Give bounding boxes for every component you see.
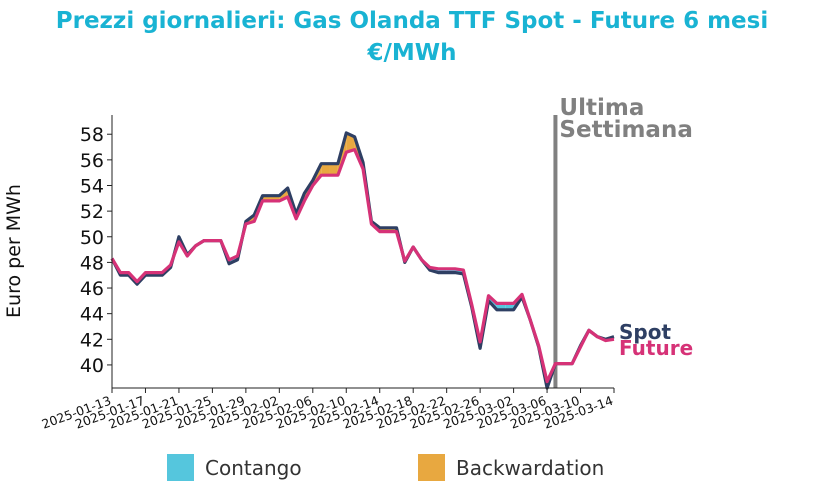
axes: 404244464850525456582025-01-132025-01-17… [40, 115, 615, 432]
y-tick-label: 56 [80, 150, 104, 172]
y-tick-label: 54 [80, 175, 104, 197]
series-lines [110, 131, 615, 390]
legend-label: Backwardation [456, 456, 604, 480]
backwardation-fill [329, 163, 338, 176]
legend-swatch [418, 454, 445, 481]
chart-title-line2: €/MWh [366, 40, 456, 66]
y-tick-label: 52 [80, 201, 104, 223]
legend-swatch [167, 454, 194, 481]
y-tick-label: 44 [80, 304, 104, 326]
chart-title: Prezzi giornalieri: Gas Olanda TTF Spot … [56, 8, 768, 66]
y-tick-label: 50 [80, 227, 104, 249]
chart-title-line1: Prezzi giornalieri: Gas Olanda TTF Spot … [56, 8, 768, 34]
y-tick-label: 58 [80, 124, 104, 146]
y-tick-label: 48 [80, 252, 104, 274]
last-week-label-line1: Ultima [559, 95, 644, 121]
backwardation-fill [346, 132, 355, 153]
last-week-label-line2: Settimana [559, 117, 692, 143]
future-series-label: Future [619, 336, 693, 360]
future-line [110, 148, 615, 384]
spot-series-label: Spot [619, 320, 671, 344]
y-tick-label: 46 [80, 278, 104, 300]
legend: Contango Backwardation [167, 454, 604, 481]
y-axis-label: Euro per MWh [3, 184, 25, 318]
y-tick-label: 42 [80, 329, 104, 351]
legend-label: Contango [205, 456, 302, 480]
y-tick-label: 40 [80, 355, 104, 377]
backwardation-fill [321, 163, 330, 176]
